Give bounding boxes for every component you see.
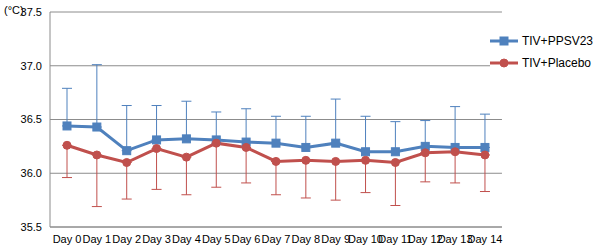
- svg-text:37.5: 37.5: [21, 6, 42, 18]
- svg-text:Day 3: Day 3: [142, 233, 171, 245]
- svg-text:37.0: 37.0: [21, 60, 42, 72]
- svg-text:Day 2: Day 2: [112, 233, 141, 245]
- svg-text:Day 7: Day 7: [262, 233, 291, 245]
- svg-text:Day 6: Day 6: [232, 233, 261, 245]
- svg-text:Day 13: Day 13: [437, 232, 473, 245]
- svg-text:36.0: 36.0: [21, 167, 42, 179]
- svg-text:Day 11: Day 11: [378, 232, 413, 245]
- svg-text:Day 10: Day 10: [348, 232, 383, 245]
- svg-text:35.5: 35.5: [21, 221, 42, 233]
- html-text:(°C): (°C): [4, 4, 24, 16]
- svg-text:Day 8: Day 8: [291, 233, 320, 245]
- html-text:TIV+PPSV23: TIV+PPSV23: [522, 34, 593, 48]
- svg-text:Day 12: Day 12: [407, 232, 443, 245]
- svg-text:Day 1: Day 1: [82, 233, 111, 245]
- svg-text:Day 14: Day 14: [468, 233, 503, 245]
- svg-text:36.5: 36.5: [21, 113, 42, 125]
- html-text:TIV+Placebo: TIV+Placebo: [522, 56, 591, 70]
- svg-text:Day 0: Day 0: [53, 233, 82, 245]
- svg-text:Day 9: Day 9: [321, 233, 350, 245]
- svg-text:Day 4: Day 4: [172, 233, 201, 245]
- svg-text:Day 5: Day 5: [202, 233, 231, 245]
